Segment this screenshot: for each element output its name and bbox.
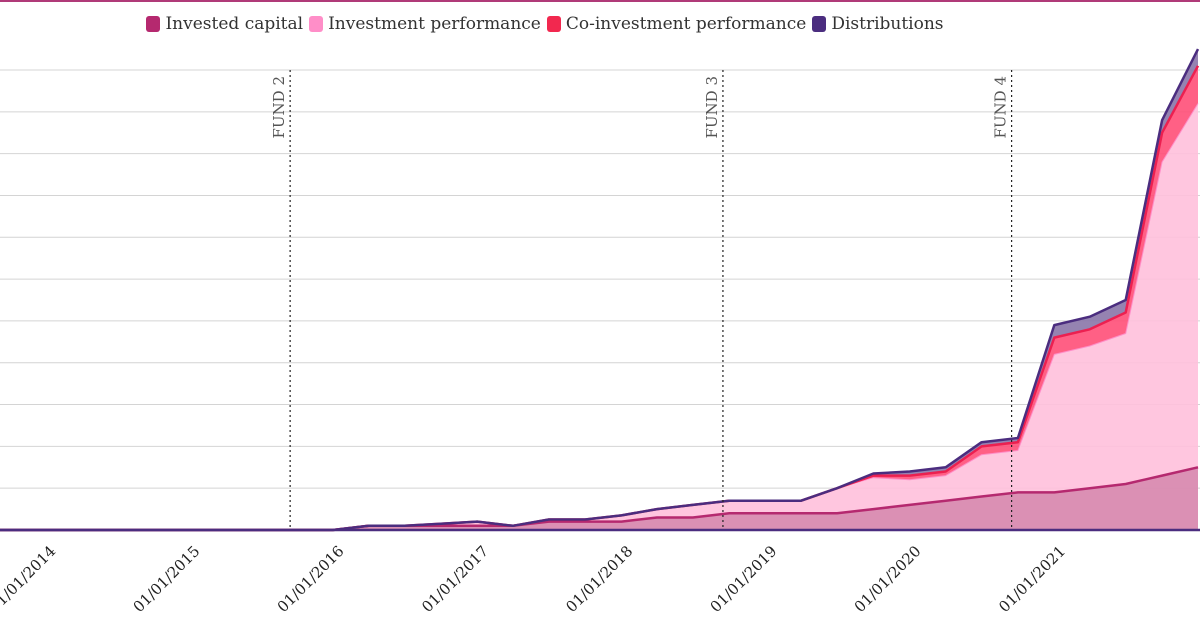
chart-legend: Invested capital Investment performance …: [0, 14, 1090, 34]
x-tick-label-7: 01/01/2020: [851, 542, 925, 616]
area-investment-performance: [0, 103, 1198, 530]
legend-swatch-distributions: [812, 16, 827, 32]
x-tick-label-3: 01/01/2016: [274, 542, 348, 616]
x-tick-label-5: 01/01/2018: [562, 542, 636, 616]
series-areas: [0, 49, 1198, 530]
area-invested-capital: [0, 467, 1198, 530]
legend-swatch-investment-performance: [309, 16, 324, 32]
legend-item-investment-performance[interactable]: Investment performance: [309, 14, 541, 34]
legend-swatch-invested-capital: [146, 16, 161, 32]
x-tick-label-2: 01/01/2015: [130, 542, 204, 616]
legend-item-distributions[interactable]: Distributions: [812, 14, 944, 34]
legend-label-distributions: Distributions: [831, 14, 944, 34]
fund-label-4: FUND 4: [992, 76, 1010, 139]
legend-item-invested-capital[interactable]: Invested capital: [146, 14, 303, 34]
x-tick-label-4: 01/01/2017: [418, 542, 492, 616]
legend-swatch-co-investment-performance: [546, 16, 561, 32]
line-invested-capital: [0, 466, 1199, 532]
x-tick-label-8: 01/01/2021: [995, 542, 1069, 616]
series-lines: [0, 48, 1200, 532]
legend-label-investment-performance: Investment performance: [328, 14, 541, 34]
legend-label-co-investment-performance: Co-investment performance: [565, 14, 807, 34]
legend-label-invested-capital: Invested capital: [165, 14, 304, 34]
x-axis-ticks: 01/01/2014 01/01/2015 01/01/2016 01/01/2017…: [0, 542, 1069, 616]
top-accent-line: [0, 0, 1200, 2]
x-tick-label-6: 01/01/2019: [707, 542, 781, 616]
legend-item-co-investment-performance[interactable]: Co-investment performance: [546, 14, 807, 34]
x-tick-label-1: 01/01/2014: [0, 542, 59, 616]
fund-label-3: FUND 3: [703, 76, 721, 139]
fund-label-2: FUND 2: [270, 76, 288, 139]
line-distributions: [0, 48, 1200, 532]
